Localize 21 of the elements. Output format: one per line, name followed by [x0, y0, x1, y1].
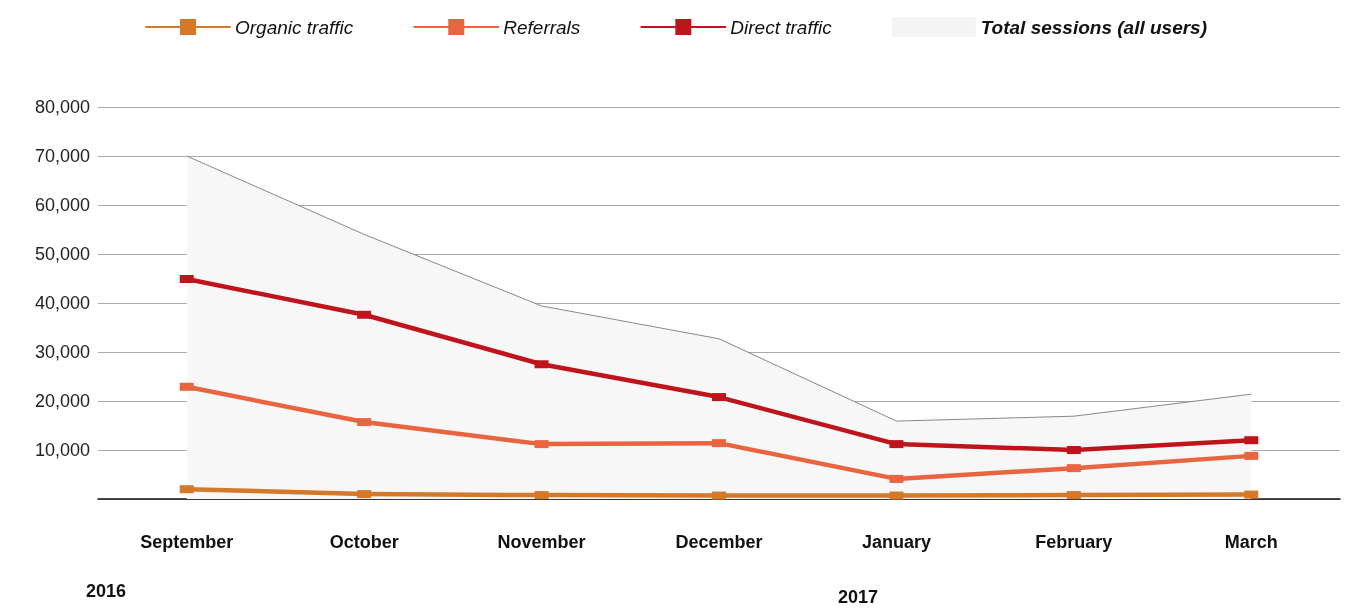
y-tick-label: 50,000 [34, 244, 90, 264]
text: 2017 [838, 587, 879, 607]
x-tick-label: October [329, 532, 399, 552]
y-tick-label: 10,000 [34, 440, 90, 460]
x-tick-label: December [675, 532, 763, 552]
y-tick-label: 60,000 [34, 195, 90, 215]
x-tick-label: September [140, 532, 234, 552]
legend-label: Referrals [503, 16, 581, 38]
legend-label: Total sessions (all users) [980, 16, 1208, 38]
y-tick-label: 20,000 [34, 391, 90, 411]
y-tick-label: 80,000 [34, 97, 90, 117]
y-tick-label: 30,000 [34, 342, 90, 362]
legend-label: Direct traffic [730, 16, 833, 38]
x-tick-label: February [1035, 532, 1113, 552]
y-tick-label: 70,000 [34, 146, 90, 166]
y-tick-label: 40,000 [34, 293, 90, 313]
text: 2016 [86, 581, 127, 601]
legend-label: Organic traffic [235, 16, 354, 38]
x-tick-label: January [861, 532, 931, 552]
x-tick-label: March [1224, 532, 1278, 552]
x-tick-label: November [497, 532, 586, 552]
